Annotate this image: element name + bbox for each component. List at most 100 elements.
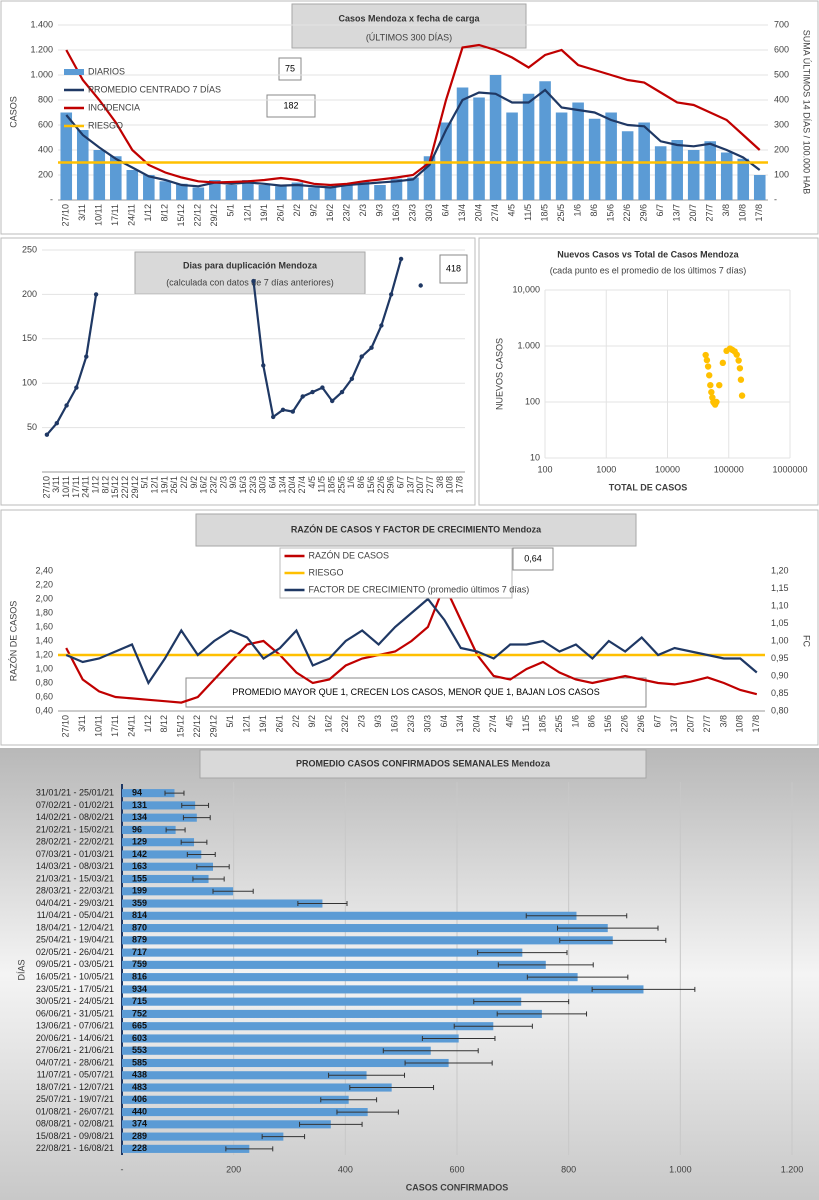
legend-swatch (64, 69, 84, 75)
x-tick-label: 27/4 (297, 476, 307, 494)
point (738, 392, 746, 399)
x-tick-label: 8/6 (589, 204, 599, 217)
x-tick-label: 20/4 (472, 715, 482, 733)
bar (122, 973, 578, 982)
bar (423, 156, 436, 200)
bar (720, 152, 733, 200)
category-label: 11/07/21 - 05/07/21 (37, 1070, 114, 1080)
x-tick-label: 16/2 (199, 476, 209, 494)
annotation-box (512, 547, 554, 571)
bar (110, 156, 122, 200)
x-tick-label: 27/10 (61, 715, 71, 738)
category-label: 21/02/21 - 15/02/21 (36, 824, 114, 834)
x-tick-label: 23/2 (341, 204, 351, 222)
x-tick-label: 17/11 (110, 204, 120, 226)
x-tick-label: 19/1 (259, 204, 269, 222)
bar (506, 112, 518, 200)
y2-tick-label: 500 (774, 69, 789, 79)
x-tick-label: 2/3 (357, 715, 367, 728)
x-tick-label: 12/1 (150, 476, 160, 494)
x-tick-label: 24/11 (126, 715, 136, 737)
x-tick-label: 9/2 (189, 476, 199, 489)
x-tick-label: 23/3 (406, 715, 416, 733)
x-axis-label: CASOS CONFIRMADOS (406, 1182, 509, 1192)
x-tick-label: 16/2 (324, 715, 334, 733)
legend-label: PROMEDIO CENTRADO 7 DÍAS (88, 84, 221, 94)
x-tick-label: 29/6 (386, 476, 396, 494)
bar (654, 146, 667, 200)
y-tick-label: 2,00 (35, 593, 53, 603)
bar (60, 112, 73, 200)
x-tick-label: 3/8 (435, 476, 445, 489)
x-tick-label: 10/11 (61, 476, 71, 498)
bar (621, 131, 634, 200)
x-tick-label: 9/3 (374, 204, 384, 217)
value-label: 814 (132, 910, 147, 920)
category-label: 09/05/21 - 03/05/21 (36, 959, 114, 969)
x-tick-label: 8/12 (100, 476, 110, 494)
point (713, 398, 720, 406)
x-tick-label: 6/4 (439, 715, 449, 728)
x-tick-label: 25/5 (336, 476, 346, 494)
x-tick-label: 23/3 (407, 204, 417, 222)
x-tick-label: - (121, 1164, 124, 1174)
bar (357, 181, 370, 200)
y2-tick-label: 300 (774, 119, 789, 129)
bar (122, 1095, 349, 1104)
bar (687, 150, 700, 200)
x-tick-label: 19/1 (159, 476, 169, 494)
annotation: 0,64 (524, 553, 542, 563)
bar (122, 887, 234, 896)
legend-label: RIESGO (309, 567, 344, 577)
y2-tick-label: 100 (774, 169, 789, 179)
bar (122, 1009, 542, 1018)
bar (671, 140, 683, 200)
x-tick-label: 10/8 (445, 476, 455, 494)
legend-label: RIESGO (88, 120, 123, 130)
bar (489, 75, 502, 200)
category-label: 01/08/21 - 26/07/21 (36, 1106, 114, 1116)
point (735, 357, 742, 364)
x-tick-label: 17/8 (754, 204, 764, 222)
category-label: 28/03/21 - 22/03/21 (36, 886, 114, 896)
category-label: 31/01/21 - 25/01/21 (36, 788, 114, 798)
title-box (199, 749, 647, 779)
x-tick-label: 600 (449, 1164, 464, 1174)
line (65, 597, 758, 686)
bar (122, 948, 523, 957)
x-tick-label: 1/6 (570, 715, 580, 728)
value-label: 585 (132, 1057, 147, 1067)
value-label: 406 (132, 1094, 147, 1104)
point (733, 351, 740, 358)
chart-subtitle: (ÚLTIMOS 300 DÍAS) (366, 32, 452, 42)
x-tick-label: 20/7 (688, 204, 698, 222)
x-tick-label: 17/11 (71, 476, 81, 498)
x-tick-label: 20/4 (473, 204, 483, 222)
line (65, 582, 758, 704)
value-label: 94 (132, 788, 142, 798)
x-tick-label: 3/11 (77, 204, 87, 221)
x-tick-label: 2/3 (218, 476, 228, 489)
x-tick-label: 9/2 (308, 204, 318, 217)
x-tick-label: 22/6 (620, 715, 630, 733)
bar (122, 899, 323, 908)
y-axis-label: DÍAS (16, 959, 26, 980)
x-tick-label: 1000 (596, 464, 616, 474)
chart-title: PROMEDIO CASOS CONFIRMADOS SEMANALES Men… (296, 758, 551, 768)
point (736, 365, 744, 372)
bar (225, 185, 238, 200)
bar (122, 960, 546, 969)
x-tick-label: 20/4 (287, 476, 297, 494)
bar (374, 185, 386, 200)
bar (258, 185, 271, 200)
y2-tick-label: 400 (774, 94, 789, 104)
x-tick-label: 6/4 (440, 204, 450, 217)
bar (473, 97, 485, 200)
x-tick-label: 22/12 (120, 476, 130, 499)
bar (122, 997, 522, 1006)
x-tick-label: 27/4 (490, 204, 500, 222)
y-tick-label: 400 (38, 144, 53, 154)
annotation: PROMEDIO MAYOR QUE 1, CRECEN LOS CASOS, … (232, 687, 599, 697)
x-tick-label: 19/1 (258, 715, 268, 733)
value-label: 163 (132, 861, 147, 871)
